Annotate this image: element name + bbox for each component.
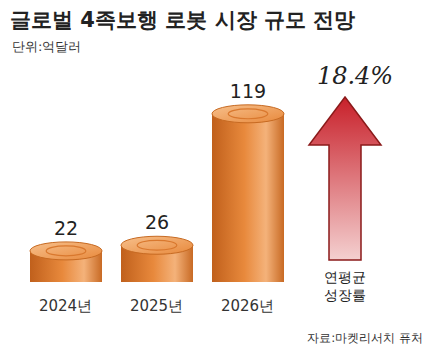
html-text:연평균 성장률: 연평균 성장률 (324, 269, 366, 303)
html-text:글로벌 4족보행 로봇 시장 규모 전망: 글로벌 4족보행 로봇 시장 규모 전망 (10, 8, 356, 32)
svg-text:2025년: 2025년 (130, 297, 183, 315)
svg-text:26: 26 (145, 211, 169, 233)
html-text:자료:마켓리서치 퓨처: 자료:마켓리서치 퓨처 (307, 331, 423, 345)
svg-text:22: 22 (54, 217, 78, 239)
svg-text:119: 119 (230, 80, 266, 102)
html-text:18.4%: 18.4% (316, 62, 394, 90)
svg-text:2024년: 2024년 (39, 297, 92, 315)
svg-text:2026년: 2026년 (221, 297, 274, 315)
html-text:단위:억달러: 단위:억달러 (12, 39, 82, 54)
